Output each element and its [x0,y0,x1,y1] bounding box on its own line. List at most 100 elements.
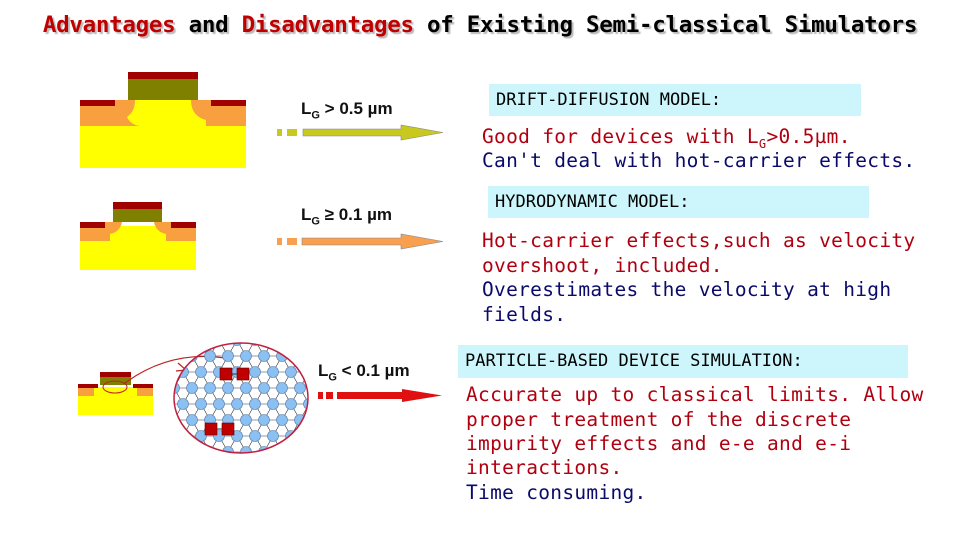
lattice-bond [309,372,318,388]
mosfet-medium [80,202,196,270]
lattice-bond [174,451,175,453]
lattice-bond [300,324,309,340]
title-disadvantages: Disadvantages [241,12,415,38]
lattice-atom [331,415,342,426]
lattice-bond [318,436,327,452]
lattice-bond [174,419,184,437]
lattice-atom [294,382,306,394]
lattice-bond [309,356,318,372]
lattice-bond [245,451,256,453]
lattice-atom [313,319,324,330]
lattice-bond [309,340,318,356]
lattice-atom [151,415,162,426]
arrow-2 [277,233,444,250]
lattice-bond [210,324,219,340]
lattice-atom [331,383,342,394]
lattice-bond [282,324,291,340]
lattice-atom [187,319,198,330]
lattice-bond [174,343,184,357]
lattice-atom [142,335,153,346]
lattice-bond [174,371,175,389]
lattice-bond [255,324,264,340]
lattice-bond [290,451,301,453]
lattice-bond [299,343,308,357]
lattice-bond [318,340,327,356]
lattice-atom [160,399,171,410]
lattice-atom [277,319,288,330]
title-and: and [188,12,229,38]
lattice-bond [309,388,318,404]
lattice-atom [151,447,162,458]
lattice-bond [147,340,156,356]
lattice-atom [177,430,189,442]
slide-title: Advantages and Disadvantages of Existing… [0,12,960,38]
lattice-bond [263,451,274,453]
lattice-atom [276,414,288,426]
lattice-atom [258,350,270,362]
lattice-bond [147,436,156,452]
lattice-atom [204,350,216,362]
title-rest: of Existing Semi-classical Simulators [427,12,918,38]
lattice-atom [249,343,261,346]
lattice-bond [156,436,165,452]
lattice-atom [285,366,297,378]
lattice-atom [259,319,270,330]
lattice-atom [313,447,324,458]
lattice-atom [151,351,162,362]
lattice-bond [227,451,238,453]
lattice-bond [200,451,211,453]
lattice-bond [165,324,174,340]
lattice-atom [313,415,324,426]
lattice-atom [285,343,297,346]
lattice-bond [138,436,147,452]
hydrodynamic-con-2: fields. [482,303,567,326]
lattice-bond [192,324,201,340]
lattice-bond [336,452,345,468]
gate-length-label-3: LG < 0.1 µm [318,361,410,384]
lattice-bond [327,324,336,340]
lattice-bond [156,324,165,340]
lattice-bond [299,451,308,453]
lattice-atom [195,366,207,378]
lattice-atom [204,382,216,394]
lattice-bond [237,324,246,340]
lattice-bond [182,343,193,357]
lattice-bond [318,404,327,420]
zoom-ellipse [173,342,309,454]
lattice-atom [322,431,333,442]
lattice-bond [174,387,175,405]
lattice-bond [290,435,301,453]
lattice-bond [309,436,318,452]
lattice-bond [147,452,156,468]
lattice-bond [281,343,292,357]
lattice-atom [169,319,180,330]
lattice-atom [285,430,297,442]
lattice-bond [174,435,184,453]
lattice-bond [218,451,229,453]
lattice-atom [174,446,180,453]
lattice-atom [303,343,308,346]
lattice-atom [177,398,189,410]
lattice-atom [267,398,279,410]
lattice-bond [182,435,193,453]
lattice-atom [249,366,261,378]
lattice-bond [147,324,156,340]
lattice-atom [195,343,207,346]
lattice-atom [294,350,306,362]
arrow-1 [277,124,444,141]
particle-based-pro-4: interactions. [466,456,623,479]
lattice-atom [322,399,333,410]
lattice-atom [223,319,234,330]
lattice-atom [258,382,270,394]
lattice-bond [156,420,165,436]
arrow-3 [318,389,442,402]
lattice-atom [222,350,234,362]
lattice-bond [309,420,318,436]
lattice-atom [231,398,243,410]
lattice-atom [331,351,342,362]
lattice-bond [246,324,255,340]
lattice-bond [174,419,175,437]
lattice-atom [222,382,234,394]
